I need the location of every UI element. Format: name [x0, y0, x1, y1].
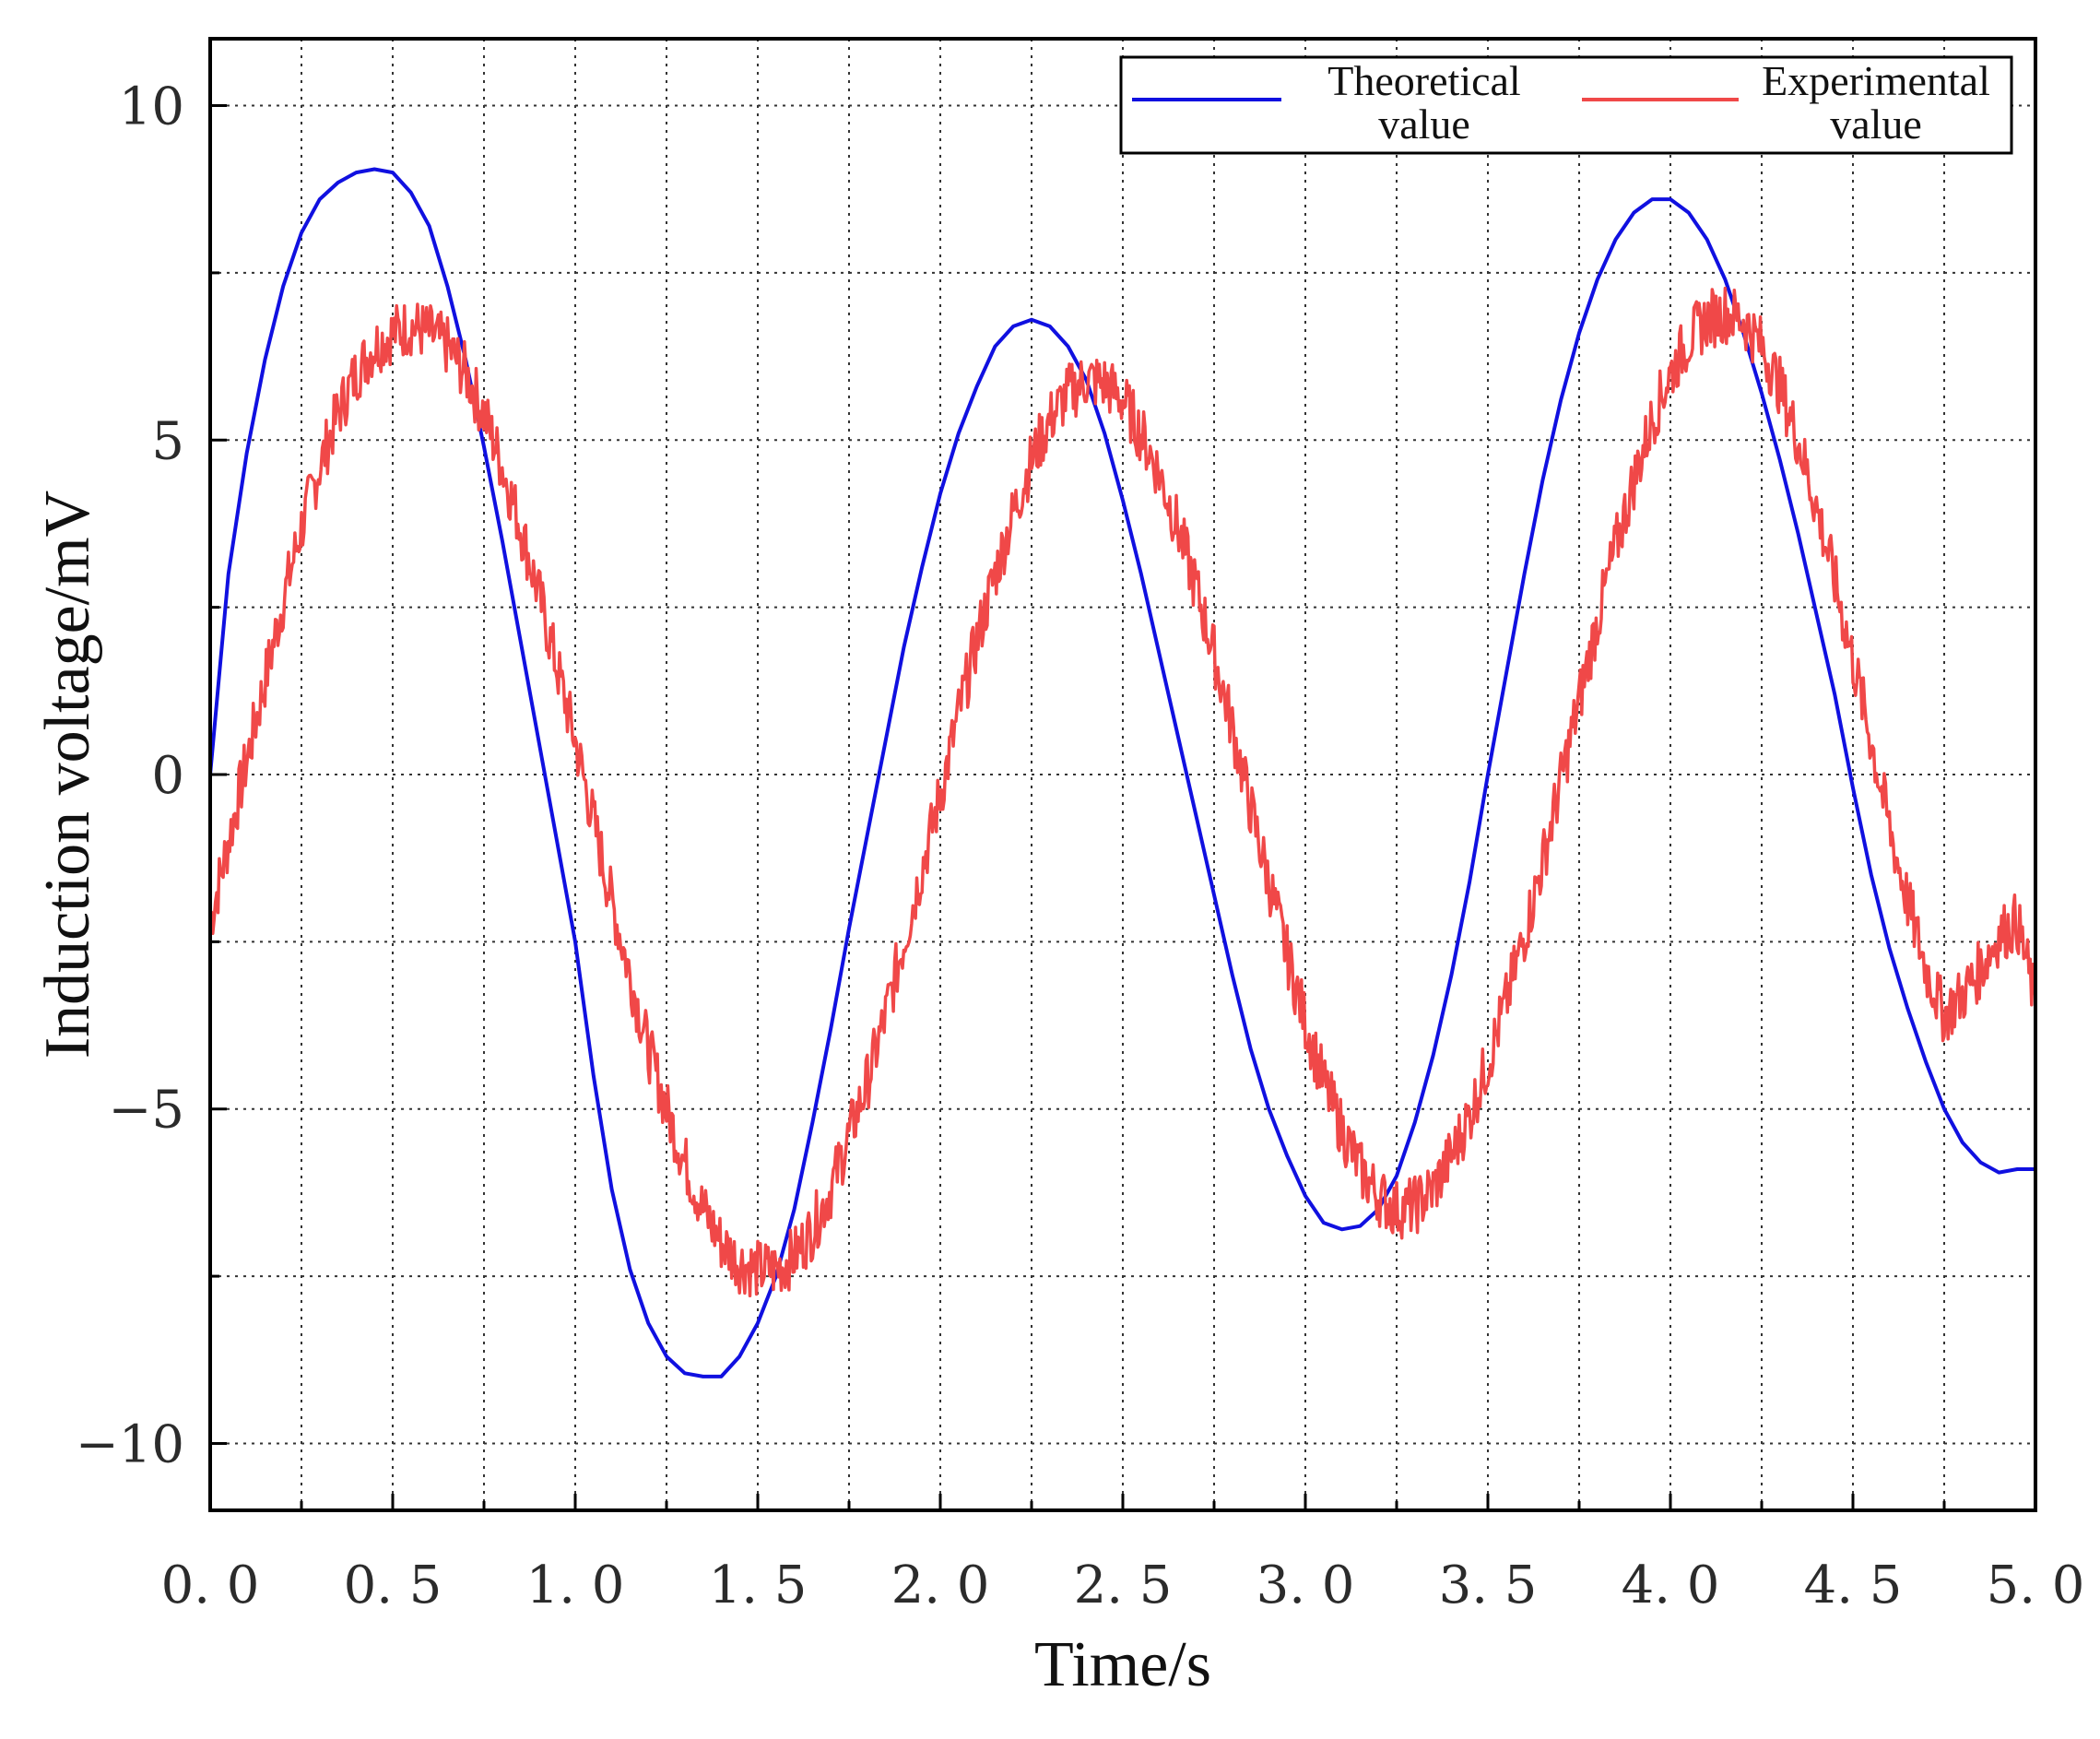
legend-label-theoretical-line1: Theoretical — [1327, 57, 1520, 104]
y-axis-title: Induction voltage/mV — [32, 491, 103, 1059]
x-tick-label: 5. 0 — [1987, 1556, 2085, 1615]
legend: Theoretical value Experimental value — [1119, 55, 2013, 155]
x-tick-label: 2. 0 — [891, 1556, 990, 1615]
y-tick-label: 0 — [151, 746, 184, 806]
series-line-theoretical — [208, 167, 2035, 1378]
series-layer — [208, 167, 2037, 1378]
y-tick-label: 10 — [119, 77, 184, 137]
legend-label-experimental-line1: Experimental — [1762, 57, 1990, 104]
y-tick-label: −5 — [108, 1081, 184, 1141]
ticks: 0. 0 0. 5 1. 0 1. 5 2. 0 2. 5 3. 0 3. 5 4. 0 4. 5… — [76, 77, 2085, 1615]
legend-box — [1119, 55, 2013, 155]
x-tick-label: 4. 5 — [1804, 1556, 1903, 1615]
grid — [210, 39, 2035, 1510]
x-tick-label: 4. 0 — [1622, 1556, 1720, 1615]
legend-label-experimental-line2: value — [1830, 101, 1922, 148]
x-tick-label: 3. 0 — [1256, 1556, 1355, 1615]
x-axis-title: Time/s — [1034, 1629, 1211, 1700]
series-line-experimental — [208, 286, 2037, 1298]
legend-label-theoretical-line2: value — [1378, 101, 1470, 148]
x-tick-label: 1. 5 — [709, 1556, 808, 1615]
x-tick-label: 0. 5 — [344, 1556, 442, 1615]
x-tick-label: 2. 5 — [1074, 1556, 1173, 1615]
x-tick-label: 1. 0 — [526, 1556, 625, 1615]
x-tick-label: 3. 5 — [1439, 1556, 1538, 1615]
y-tick-label: −10 — [76, 1414, 184, 1474]
x-tick-label: 0. 0 — [161, 1556, 260, 1615]
y-tick-label: 5 — [151, 411, 184, 471]
